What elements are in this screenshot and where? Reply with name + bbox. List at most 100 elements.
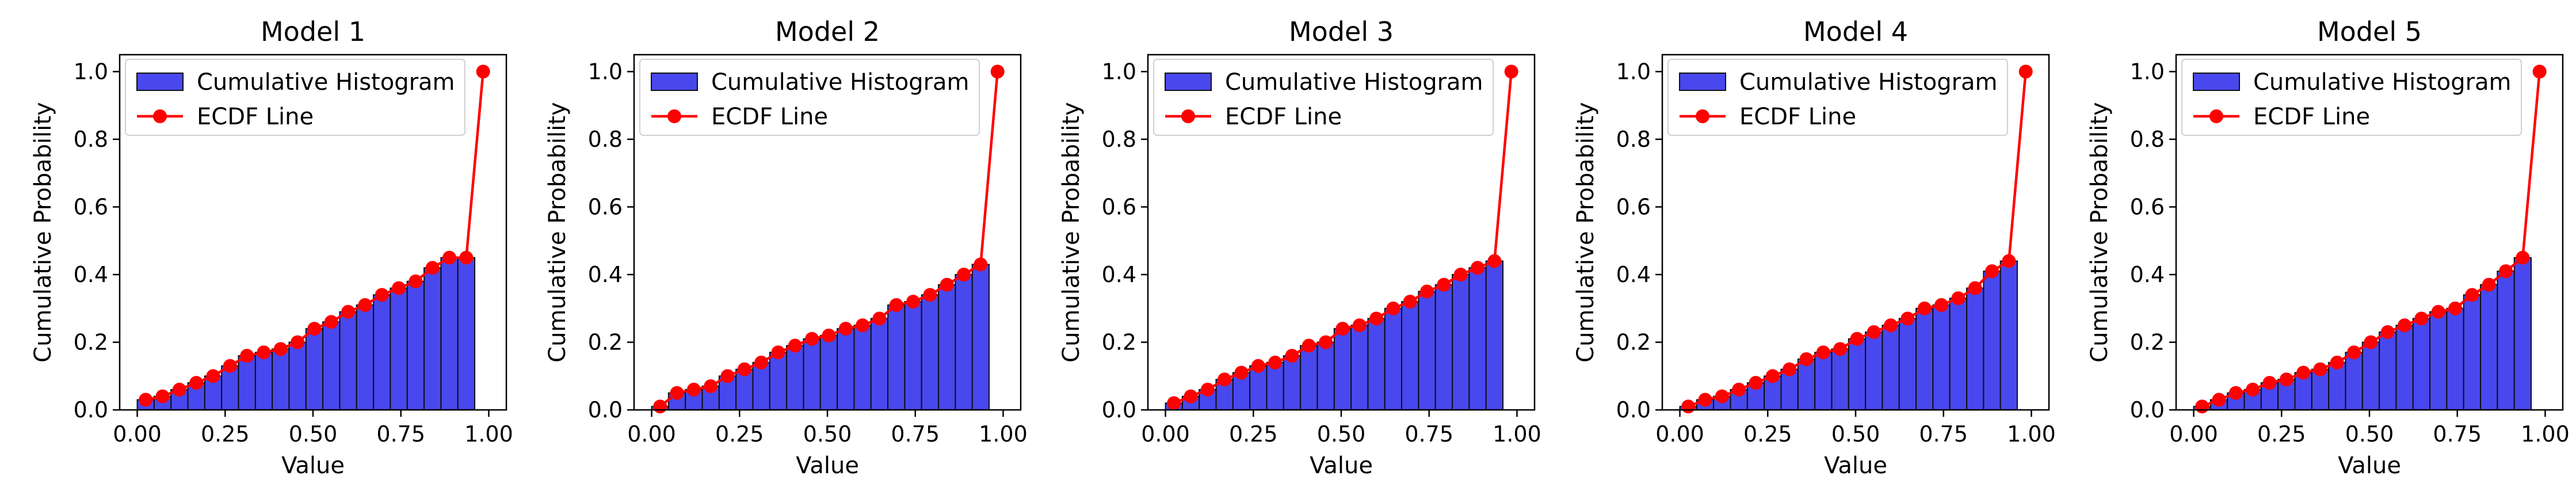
legend-line-marker	[1696, 109, 1709, 123]
legend: Cumulative Histogram ECDF Line	[1153, 59, 1494, 136]
ecdf-point	[1749, 375, 1763, 390]
ecdf-point	[822, 328, 836, 343]
legend-line-label: ECDF Line	[1225, 104, 1342, 130]
histogram-bar	[1848, 338, 1867, 410]
x-tick-label: 1.00	[464, 421, 513, 447]
legend-box	[2181, 59, 2522, 136]
histogram-bar	[1266, 362, 1284, 411]
x-tick-label: 0.25	[201, 421, 250, 447]
ecdf-point	[375, 288, 389, 302]
y-tick-label: 1.0	[1102, 59, 1136, 84]
x-tick-label: 0.00	[113, 421, 162, 447]
histogram-bar	[955, 273, 973, 411]
ecdf-point	[754, 355, 769, 370]
histogram-bar	[1485, 260, 1504, 410]
legend-hist-label: Cumulative Histogram	[711, 69, 970, 96]
ecdf-point	[838, 321, 853, 336]
histogram-bar	[1865, 331, 1883, 410]
y-tick-label: 1.0	[74, 59, 108, 84]
y-tick-label: 0.6	[74, 194, 108, 219]
x-tick-label: 0.75	[2433, 421, 2482, 447]
ecdf-point	[1352, 318, 1367, 333]
ecdf-point	[358, 298, 372, 312]
chart-title: Model 4	[1803, 16, 1908, 47]
y-tick-label: 0.6	[1616, 194, 1651, 219]
histogram-bar	[2446, 307, 2464, 411]
histogram-bar	[288, 341, 307, 411]
x-tick-label: 0.50	[1317, 421, 1366, 447]
y-tick-label: 0.2	[1102, 329, 1136, 355]
ecdf-point	[392, 281, 406, 295]
y-tick-label: 1.0	[1616, 59, 1651, 84]
y-tick-label: 0.6	[1102, 194, 1136, 219]
histogram-bar	[254, 352, 273, 410]
histogram-bar	[1882, 325, 1900, 410]
x-tick-label: 0.25	[2257, 421, 2306, 447]
histogram-bar	[870, 318, 889, 410]
histogram-bar	[2379, 331, 2397, 410]
histogram-bar	[853, 325, 872, 410]
ecdf-point	[974, 257, 988, 272]
ecdf-point	[1833, 342, 1848, 356]
histogram-bar	[339, 311, 357, 410]
ecdf-point	[704, 379, 718, 393]
x-axis-label: Value	[281, 452, 345, 479]
legend-line-marker	[153, 109, 167, 123]
chart-panel-5: 0.00 0.25 0.50 0.75 1.00 0.0 0.2 0.4 0.6 0.8 1.0 Mo…	[2086, 16, 2570, 479]
histogram-bar	[887, 304, 906, 410]
ecdf-point	[1985, 264, 1999, 279]
ecdf-point	[2448, 301, 2463, 315]
legend-hist-label: Cumulative Histogram	[1225, 69, 1483, 96]
histogram-bar	[1300, 345, 1318, 410]
ecdf-point	[2414, 311, 2429, 326]
ecdf-point	[1816, 345, 1830, 360]
histogram-bar	[837, 328, 855, 410]
ecdf-point	[1369, 311, 1384, 326]
ecdf-point	[856, 318, 870, 333]
ecdf-point	[737, 362, 751, 377]
ecdf-point	[1884, 318, 1898, 333]
histogram-bar	[1434, 284, 1453, 411]
chart-panel-2: 0.00 0.25 0.50 0.75 1.00 0.0 0.2 0.4 0.6 0.8 1.0 Mo…	[544, 16, 1028, 479]
histogram-bar	[1367, 318, 1386, 410]
histogram-bar	[1999, 260, 2018, 410]
x-tick-label: 0.00	[1141, 421, 1190, 447]
x-tick-label: 0.75	[1919, 421, 1968, 447]
ecdf-point	[2246, 382, 2260, 397]
histogram-bar	[2412, 318, 2431, 410]
ecdf-point	[1783, 362, 1797, 377]
ecdf-point	[2347, 345, 2361, 360]
x-tick-label: 0.50	[289, 421, 338, 447]
legend-hist-label: Cumulative Histogram	[197, 69, 455, 96]
histogram-bar	[1350, 325, 1369, 410]
y-tick-label: 0.4	[1616, 262, 1651, 287]
histogram-bar	[1915, 307, 1934, 411]
ecdf-point	[425, 261, 440, 275]
y-axis-label: Cumulative Probability	[1573, 102, 1599, 362]
ecdf-point	[1765, 369, 1780, 383]
ecdf-point	[889, 298, 903, 312]
x-tick-label: 1.00	[1493, 421, 1541, 447]
y-tick-label: 0.8	[588, 127, 623, 152]
ecdf-point	[2262, 375, 2277, 390]
ecdf-point	[2228, 386, 2243, 400]
ecdf-point	[923, 288, 937, 302]
ecdf-point	[442, 250, 457, 265]
ecdf-point	[1218, 372, 1232, 387]
histogram-bar	[1814, 352, 1833, 410]
ecdf-point	[1951, 291, 1966, 306]
ecdf-point	[459, 250, 474, 265]
ecdf-point	[1799, 352, 1814, 366]
y-tick-label: 0.8	[1102, 127, 1136, 152]
ecdf-point	[2313, 362, 2327, 377]
ecdf-point	[957, 267, 971, 282]
histogram-bar	[1283, 355, 1302, 411]
legend-line-label: ECDF Line	[197, 104, 314, 130]
histogram-bar	[373, 294, 391, 411]
y-tick-label: 1.0	[2130, 59, 2165, 84]
y-tick-label: 0.0	[1616, 397, 1651, 423]
ecdf-point	[1471, 261, 1485, 275]
x-axis-label: Value	[1824, 452, 1887, 479]
ecdf-point	[324, 315, 338, 329]
histogram-bar	[921, 294, 940, 411]
